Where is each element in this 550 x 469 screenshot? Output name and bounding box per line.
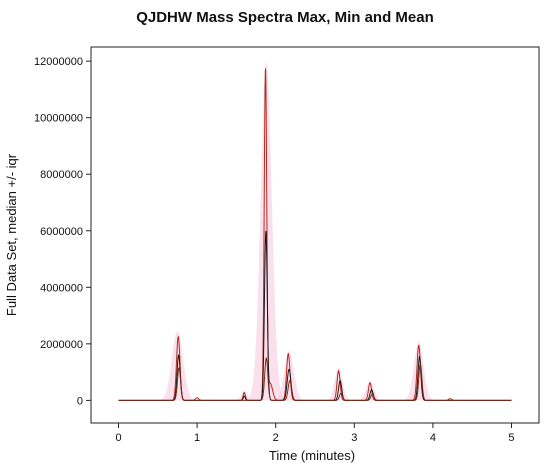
iqr-band-4 bbox=[326, 367, 351, 401]
x-tick-label-0: 0 bbox=[115, 432, 121, 444]
y-axis-ticks: 0 2000000 4000000 6000000 8000000 10000000 120… bbox=[34, 56, 91, 407]
x-tick-label-5: 5 bbox=[508, 432, 514, 444]
series-line-max bbox=[118, 68, 512, 401]
iqr-bands bbox=[160, 61, 433, 401]
y-tick-label-5: 10000000 bbox=[34, 113, 83, 125]
y-tick-label-1: 2000000 bbox=[40, 339, 83, 351]
x-axis-label: Time (minutes) bbox=[269, 448, 355, 463]
y-tick-label-3: 6000000 bbox=[40, 226, 83, 238]
plot-frame bbox=[90, 46, 540, 424]
iqr-band-5 bbox=[358, 380, 382, 401]
series-lines bbox=[118, 68, 512, 401]
y-tick-label-0: 0 bbox=[77, 395, 83, 407]
series-line-min bbox=[118, 357, 512, 401]
y-axis-label: Full Data Set, median +/- iqr bbox=[4, 153, 19, 316]
iqr-band-6 bbox=[404, 341, 433, 401]
y-tick-label-4: 8000000 bbox=[40, 169, 83, 181]
y-tick-label-6: 12000000 bbox=[34, 56, 83, 68]
x-tick-label-1: 1 bbox=[194, 432, 200, 444]
x-tick-label-3: 3 bbox=[351, 432, 357, 444]
x-tick-label-4: 4 bbox=[430, 432, 436, 444]
y-tick-label-2: 4000000 bbox=[40, 282, 83, 294]
iqr-band-3 bbox=[274, 350, 304, 401]
chart-title: QJDHW Mass Spectra Max, Min and Mean bbox=[136, 9, 434, 26]
x-axis-ticks: 0 1 2 3 4 5 bbox=[115, 423, 515, 444]
x-tick-label-2: 2 bbox=[273, 432, 279, 444]
